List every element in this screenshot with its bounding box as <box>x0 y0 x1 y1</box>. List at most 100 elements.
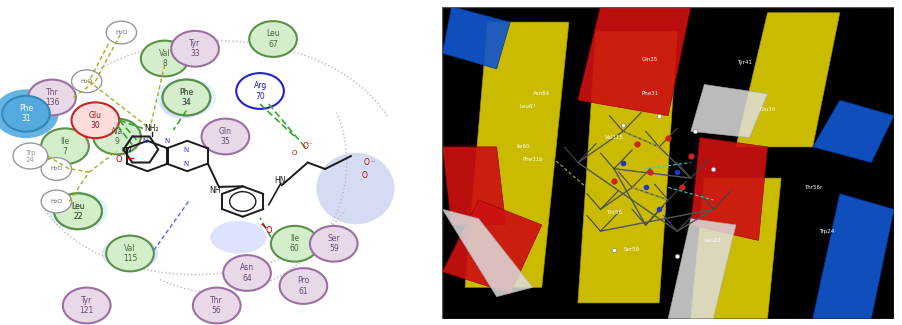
Ellipse shape <box>210 221 266 254</box>
Text: Phe
31: Phe 31 <box>19 104 33 124</box>
Text: Thr
56: Thr 56 <box>210 296 223 315</box>
Text: H₂O: H₂O <box>51 199 62 204</box>
Text: Leu22: Leu22 <box>704 238 721 243</box>
Text: Arg
70: Arg 70 <box>253 81 266 101</box>
Text: H₂O: H₂O <box>80 79 93 84</box>
Text: Ile60: Ile60 <box>517 144 529 150</box>
Circle shape <box>223 255 271 291</box>
Circle shape <box>201 119 249 154</box>
Text: N: N <box>183 161 189 167</box>
Ellipse shape <box>156 78 216 117</box>
Polygon shape <box>690 84 767 137</box>
Text: Tyr
121: Tyr 121 <box>79 296 94 315</box>
Circle shape <box>2 96 50 132</box>
Circle shape <box>41 128 88 164</box>
Circle shape <box>71 70 102 93</box>
Text: Gln
35: Gln 35 <box>218 127 232 146</box>
Polygon shape <box>465 22 568 287</box>
Polygon shape <box>442 6 510 69</box>
Ellipse shape <box>102 237 158 270</box>
Text: O: O <box>302 142 308 151</box>
Circle shape <box>106 236 153 271</box>
Circle shape <box>236 73 283 109</box>
Text: Glu
30: Glu 30 <box>88 111 102 130</box>
Text: Ile
7: Ile 7 <box>60 136 69 156</box>
Circle shape <box>93 119 141 154</box>
Circle shape <box>280 268 327 304</box>
Text: Pro
61: Pro 61 <box>297 276 309 296</box>
Polygon shape <box>735 13 839 147</box>
Text: Phe
34: Phe 34 <box>179 88 193 107</box>
Circle shape <box>271 226 318 262</box>
Text: Phe31b: Phe31b <box>522 157 542 162</box>
Circle shape <box>106 21 136 44</box>
Text: Val
8: Val 8 <box>159 49 170 68</box>
Polygon shape <box>690 178 780 318</box>
Text: HN: HN <box>273 176 285 185</box>
Circle shape <box>162 80 210 115</box>
Text: O: O <box>361 171 366 180</box>
Text: Ser
59: Ser 59 <box>327 234 340 254</box>
Text: Phe
34: Phe 34 <box>179 88 193 107</box>
Text: Thr56r: Thr56r <box>803 185 821 190</box>
Circle shape <box>41 158 71 180</box>
Text: Trp24: Trp24 <box>818 229 833 234</box>
Text: O: O <box>363 158 369 167</box>
Circle shape <box>13 143 48 169</box>
Text: ⁻: ⁻ <box>308 140 312 149</box>
Circle shape <box>54 193 102 229</box>
Text: Val115: Val115 <box>604 135 622 140</box>
Text: Leu67: Leu67 <box>520 104 536 109</box>
Text: Tyr
33: Tyr 33 <box>189 39 200 58</box>
Text: N: N <box>164 138 170 144</box>
Circle shape <box>0 89 59 138</box>
Text: Tyr41: Tyr41 <box>737 60 751 65</box>
Text: Leu
67: Leu 67 <box>266 29 280 49</box>
Text: O: O <box>115 155 123 164</box>
Text: HN: HN <box>121 147 132 152</box>
Polygon shape <box>812 100 893 162</box>
Text: Thr56: Thr56 <box>605 210 621 215</box>
Text: Gln35: Gln35 <box>641 57 658 62</box>
Text: N: N <box>183 147 189 152</box>
Circle shape <box>193 288 240 323</box>
Circle shape <box>249 21 297 57</box>
Text: Glu30: Glu30 <box>759 107 775 112</box>
Circle shape <box>309 226 357 262</box>
Text: ⁻: ⁻ <box>370 158 374 167</box>
Circle shape <box>71 102 119 138</box>
Text: O: O <box>265 226 272 235</box>
Circle shape <box>162 80 210 115</box>
Text: Phe31: Phe31 <box>641 91 658 96</box>
Text: Ser59: Ser59 <box>623 247 640 252</box>
Text: Leu
22: Leu 22 <box>71 202 85 221</box>
Polygon shape <box>442 200 541 293</box>
Polygon shape <box>577 6 690 116</box>
Circle shape <box>54 193 102 229</box>
Polygon shape <box>667 219 735 318</box>
Polygon shape <box>442 209 532 297</box>
Text: N: N <box>143 138 148 144</box>
Text: Trp
24: Trp 24 <box>25 150 35 162</box>
Polygon shape <box>812 194 893 318</box>
Circle shape <box>28 80 76 115</box>
Circle shape <box>141 41 189 76</box>
Text: NH: NH <box>208 186 220 195</box>
Text: O: O <box>291 150 297 156</box>
Text: Leu
22: Leu 22 <box>71 202 85 221</box>
Text: NH₂: NH₂ <box>144 124 159 133</box>
Text: Asn
64: Asn 64 <box>240 263 253 283</box>
Circle shape <box>63 288 110 323</box>
Circle shape <box>171 31 218 67</box>
Polygon shape <box>690 137 767 240</box>
Ellipse shape <box>161 89 204 119</box>
Circle shape <box>41 190 71 213</box>
Text: Val
115: Val 115 <box>123 244 137 263</box>
Ellipse shape <box>48 192 107 231</box>
Text: Asn64: Asn64 <box>533 91 549 96</box>
Ellipse shape <box>316 153 394 224</box>
Text: H₂O: H₂O <box>115 30 127 35</box>
Text: Ile
60: Ile 60 <box>290 234 299 254</box>
Polygon shape <box>442 147 505 225</box>
Text: Ala
9: Ala 9 <box>111 127 123 146</box>
